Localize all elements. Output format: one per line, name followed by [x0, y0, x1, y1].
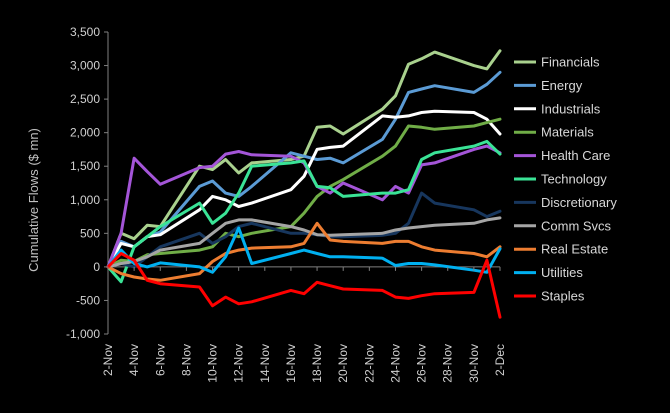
y-axis-title: Cumulative Flows ($ mn) [26, 128, 41, 272]
plot-area [107, 32, 500, 334]
x-tick-label: 14-Nov [258, 344, 272, 383]
legend: Financials Energy Industrials Materials Heal… [514, 55, 617, 304]
series-line-energy [106, 70, 502, 269]
series-line-technology [106, 139, 502, 284]
y-tick-label: -1,000 [66, 327, 100, 341]
legend-label: Utilities [541, 265, 583, 280]
legend-label: Comm Svcs [541, 218, 612, 233]
y-tick-label: 2,500 [70, 92, 100, 106]
series-line-discretionary [106, 191, 502, 269]
legend-label: Energy [541, 78, 583, 93]
x-tick-label: 30-Nov [467, 344, 481, 383]
series-line-real-estate [106, 221, 502, 282]
series-lines [106, 49, 502, 319]
legend-label: Industrials [541, 101, 601, 116]
legend-label: Discretionary [541, 195, 617, 210]
legend-label: Real Estate [541, 242, 608, 257]
y-tick-label: 1,500 [70, 159, 100, 173]
y-tick-label: 500 [80, 226, 100, 240]
legend-label: Financials [541, 55, 600, 70]
x-tick-label: 24-Nov [388, 344, 402, 383]
y-tick-label: 3,000 [70, 59, 100, 73]
x-tick-label: 26-Nov [415, 344, 429, 383]
x-tick-label: 10-Nov [206, 344, 220, 383]
x-tick-label: 6-Nov [153, 344, 167, 376]
x-tick-label: 18-Nov [310, 344, 324, 383]
series-line-comm-svcs [106, 216, 502, 269]
y-tick-label: 2,000 [70, 126, 100, 140]
y-tick-label: 1,000 [70, 193, 100, 207]
legend-label: Staples [541, 289, 585, 304]
x-tick-label: 12-Nov [232, 344, 246, 383]
series-line-staples [106, 252, 502, 319]
x-tick-label: 22-Nov [362, 344, 376, 383]
legend-label: Technology [541, 172, 607, 187]
legend-label: Materials [541, 125, 594, 140]
x-tick-label: 16-Nov [284, 344, 298, 383]
x-tick-label: 2-Nov [101, 344, 115, 376]
legend-label: Health Care [541, 148, 610, 163]
x-tick-label: 8-Nov [179, 344, 193, 376]
x-tick-label: 2-Dec [493, 344, 507, 376]
x-axis-ticks: 2-Nov 4-Nov 6-Nov 8-Nov 10-Nov 12-Nov 14-Nov 16… [101, 266, 507, 383]
series-line-industrials [106, 109, 502, 269]
series-line-utilities [106, 226, 502, 274]
y-tick-label: 0 [93, 260, 100, 274]
x-tick-label: 4-Nov [127, 344, 141, 376]
x-tick-label: 20-Nov [336, 344, 350, 383]
x-tick-label: 28-Nov [441, 344, 455, 383]
y-tick-label: -500 [76, 293, 100, 307]
y-tick-label: 3,500 [70, 25, 100, 39]
y-axis-ticks: -1,000 -500 0 500 1,000 1,500 2,000 2,500 3,000 3… [66, 25, 108, 341]
